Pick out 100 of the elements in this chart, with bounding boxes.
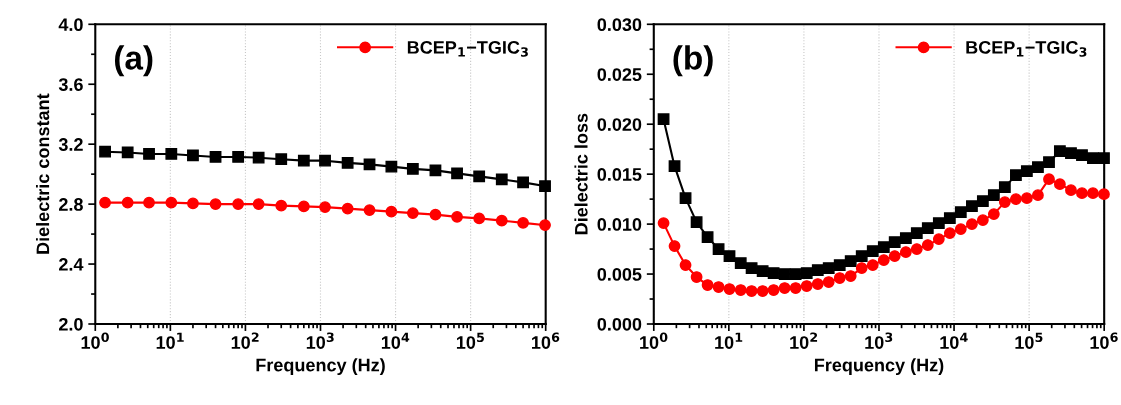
- point: [800, 267, 813, 279]
- point: [517, 216, 529, 229]
- point: [932, 217, 945, 230]
- point: [1065, 147, 1077, 160]
- point: [998, 181, 1011, 194]
- point: [657, 217, 670, 230]
- point: [690, 271, 703, 283]
- point: [1076, 187, 1088, 200]
- point: [789, 268, 802, 280]
- point: [1010, 193, 1022, 206]
- point: [668, 240, 681, 252]
- point: [657, 113, 670, 126]
- y-axis-title: Dielectric constant: [36, 93, 50, 254]
- point: [275, 153, 288, 166]
- x-tick-label: 10$^{1}$: [715, 332, 743, 349]
- x-tick-label: 10$^{0}$: [640, 332, 668, 349]
- x-tick-label: 10$^{5}$: [1015, 332, 1043, 349]
- x-tick-label: 10$^{5}$: [456, 332, 484, 349]
- point: [690, 216, 703, 229]
- x-tick-label: 10$^{1}$: [156, 332, 184, 349]
- point: [252, 198, 265, 211]
- x-axis-title: Frequency (Hz): [256, 358, 385, 376]
- x-tick-label: 10$^{2}$: [231, 332, 259, 349]
- point: [232, 151, 245, 163]
- point: [966, 218, 978, 231]
- point: [1020, 165, 1033, 178]
- point: [385, 205, 398, 218]
- y-tick-label: 4.0: [58, 18, 83, 32]
- y-tick-label: 2.8: [59, 198, 83, 211]
- point: [701, 279, 714, 291]
- point: [341, 202, 354, 215]
- point: [778, 282, 791, 294]
- point: [954, 223, 967, 235]
- point: [723, 250, 736, 262]
- y-tick-label: 0.020: [597, 118, 642, 131]
- point: [679, 259, 692, 271]
- point: [495, 173, 508, 186]
- point: [976, 195, 989, 208]
- point: [943, 212, 956, 225]
- point: [165, 196, 178, 209]
- point: [910, 243, 923, 255]
- point: [187, 149, 199, 162]
- y-tick-label: 3.2: [58, 138, 83, 151]
- point: [1065, 184, 1077, 197]
- annotation: (a): [114, 45, 153, 77]
- point: [1087, 187, 1099, 200]
- point: [767, 284, 780, 296]
- y-tick-label: 0.005: [597, 267, 642, 281]
- point: [1053, 145, 1066, 158]
- point: [745, 262, 758, 274]
- point: [451, 210, 463, 223]
- point: [406, 207, 419, 220]
- y-axis-title: Dielectric loss: [574, 113, 588, 235]
- point: [539, 180, 551, 193]
- point: [385, 160, 398, 173]
- point: [252, 151, 265, 164]
- point: [517, 176, 529, 189]
- point: [910, 227, 923, 239]
- point: [712, 243, 725, 255]
- point: [943, 227, 956, 239]
- x-tick-label: 10$^{0}$: [81, 332, 109, 349]
- point: [451, 167, 463, 180]
- y-tick-label: 0.015: [597, 168, 642, 181]
- point: [701, 231, 714, 243]
- point: [297, 200, 310, 213]
- point: [888, 236, 901, 248]
- y-tick-label: 0.025: [597, 68, 642, 81]
- point: [187, 197, 199, 210]
- point: [495, 214, 508, 227]
- point: [1043, 173, 1055, 186]
- point: [899, 246, 912, 258]
- y-tick-label: 0.030: [597, 18, 642, 32]
- point: [232, 198, 245, 211]
- point: [99, 145, 111, 158]
- point: [1053, 178, 1066, 191]
- point: [966, 200, 978, 213]
- point: [275, 199, 288, 212]
- legend-label: BCEP$_{1}$−TGIC$_{3}$: [966, 41, 1087, 57]
- point: [888, 250, 901, 262]
- x-tick-label: 10$^{4}$: [940, 332, 968, 349]
- point: [866, 259, 879, 271]
- point: [833, 272, 846, 284]
- y-tick-label: 3.6: [58, 78, 83, 91]
- y-tick-label: 2.0: [59, 317, 83, 331]
- point: [363, 204, 376, 217]
- point: [855, 250, 868, 262]
- point: [833, 259, 846, 271]
- point: [1032, 161, 1044, 174]
- point: [998, 196, 1011, 209]
- point: [319, 154, 331, 167]
- point: [976, 214, 989, 227]
- point: [1043, 156, 1055, 169]
- point: [855, 262, 868, 274]
- point: [121, 196, 134, 209]
- point: [954, 206, 967, 219]
- point: [1087, 152, 1099, 165]
- point: [811, 278, 824, 290]
- point: [778, 268, 791, 280]
- point: [822, 262, 835, 274]
- y-tick-label: 2.4: [59, 257, 84, 271]
